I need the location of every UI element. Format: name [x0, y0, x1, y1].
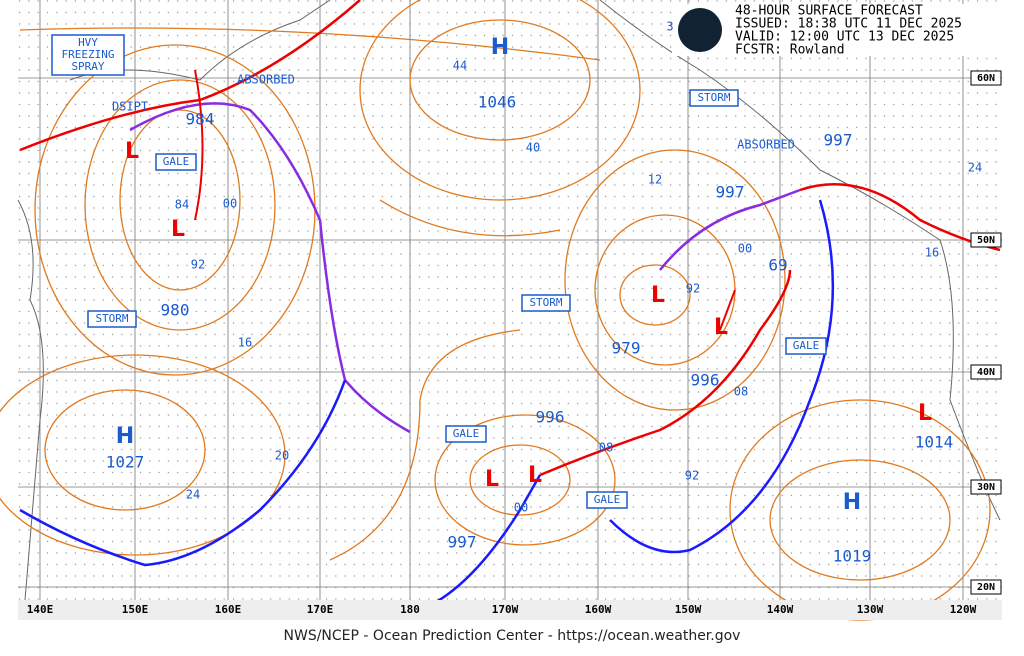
isobar-label: 00 — [738, 242, 752, 256]
warning-label: GALE — [793, 339, 820, 352]
isobar-label: 00 — [223, 197, 237, 211]
high-pressure: 1046 — [478, 93, 517, 112]
low-symbol: L — [125, 139, 139, 164]
lat-label: 30N — [977, 482, 995, 493]
high-pressure: 1027 — [106, 453, 145, 472]
isobar-label: 92 — [191, 258, 205, 272]
lat-box — [970, 364, 1002, 380]
title: 48-HOUR SURFACE FORECAST — [735, 4, 923, 19]
high-symbol: H — [843, 490, 861, 515]
lat-label: 20N — [977, 582, 995, 593]
low-symbol: L — [171, 217, 185, 242]
labels: 48-HOUR SURFACE FORECAST ISSUED: 18:38 U… — [27, 4, 1002, 644]
isobar-label: 84 — [175, 198, 189, 212]
forecaster: FCSTR: Rowland — [735, 43, 845, 58]
warning-label: GALE — [163, 155, 190, 168]
isobar-label: 92 — [685, 469, 699, 483]
warning-box — [689, 89, 739, 107]
isobar-label: 44 — [453, 59, 467, 73]
isobar-label: 20 — [275, 449, 289, 463]
pressure-label: 997 — [716, 183, 745, 202]
isobar-label: 40 — [526, 141, 540, 155]
axis-strip — [18, 600, 1002, 620]
isobar-label: 24 — [186, 488, 200, 502]
warning-box — [586, 491, 628, 509]
isobar-label: 00 — [514, 501, 528, 515]
warning-label: STORM — [95, 312, 128, 325]
issued: ISSUED: 18:38 UTC 11 DEC 2025 — [735, 17, 962, 32]
lon-label: 140W — [767, 603, 794, 616]
grid — [18, 0, 1002, 600]
footer: NWS/NCEP - Ocean Prediction Center - htt… — [284, 628, 741, 644]
lon-label: 160E — [215, 603, 242, 616]
lon-label: 170E — [307, 603, 334, 616]
isobar-label: 16 — [925, 246, 939, 260]
valid: VALID: 12:00 UTC 13 DEC 2025 — [735, 30, 954, 45]
lon-label: 150E — [122, 603, 149, 616]
lon-label: 130W — [857, 603, 884, 616]
pressure-label: 996 — [536, 408, 565, 427]
warning-box — [445, 425, 487, 443]
high-symbol: H — [116, 424, 134, 449]
warning-label: STORM — [697, 91, 730, 104]
isobar-label: 08 — [734, 385, 748, 399]
warning-box — [785, 337, 827, 355]
logo — [678, 8, 722, 52]
high-pressure: 1019 — [833, 547, 872, 566]
pressure-label: 997 — [824, 131, 853, 150]
isobar-label: 24 — [968, 161, 982, 175]
pressure-label: 69 — [768, 256, 787, 275]
lon-label: 140E — [27, 603, 54, 616]
warning-label: FREEZING — [62, 48, 115, 61]
isobars — [0, 0, 991, 621]
pressure-label: 997 — [448, 533, 477, 552]
fronts — [19, 0, 1001, 612]
pressure-label: 984 — [186, 110, 215, 129]
pressure-label: 1014 — [915, 433, 954, 452]
lon-label: 160W — [585, 603, 612, 616]
lon-label: 120W — [950, 603, 977, 616]
low-symbol: L — [918, 401, 932, 426]
isobar-label: 08 — [599, 441, 613, 455]
header-box — [672, 4, 998, 56]
lat-label: 60N — [977, 73, 995, 84]
lon-label: 150W — [675, 603, 702, 616]
warning-box — [521, 294, 571, 312]
warning-label: STORM — [529, 296, 562, 309]
isobar-label: 3 — [666, 20, 673, 34]
low-symbol: L — [528, 463, 542, 488]
warning-box — [87, 310, 137, 328]
warning-box — [51, 34, 125, 76]
pressure-label: 979 — [612, 339, 641, 358]
warning-box — [155, 153, 197, 171]
lat-box — [970, 579, 1002, 595]
low-symbol: L — [714, 315, 728, 340]
warning-label: GALE — [594, 493, 621, 506]
low-symbol: L — [651, 283, 665, 308]
note: DSIPT — [112, 100, 148, 114]
pressure-label: 996 — [691, 371, 720, 390]
lat-box — [970, 479, 1002, 495]
pressure-label: 980 — [161, 301, 190, 320]
isobar-label: 12 — [648, 173, 662, 187]
note: ABSORBED — [737, 138, 795, 152]
isobar-label: 16 — [238, 336, 252, 350]
high-symbol: H — [491, 35, 509, 60]
isobar-label: 92 — [686, 282, 700, 296]
lat-label: 50N — [977, 235, 995, 246]
warning-label: SPRAY — [71, 60, 104, 73]
note: ABSORBED — [237, 73, 295, 87]
warning-label: GALE — [453, 427, 480, 440]
low-symbol: L — [485, 467, 499, 492]
warning-label: HVY — [78, 36, 98, 49]
lon-label: 170W — [492, 603, 519, 616]
lon-label: 180 — [400, 603, 420, 616]
grid-dots — [18, 0, 1002, 600]
lat-label: 40N — [977, 367, 995, 378]
lat-box — [970, 70, 1002, 86]
lat-box — [970, 232, 1002, 248]
